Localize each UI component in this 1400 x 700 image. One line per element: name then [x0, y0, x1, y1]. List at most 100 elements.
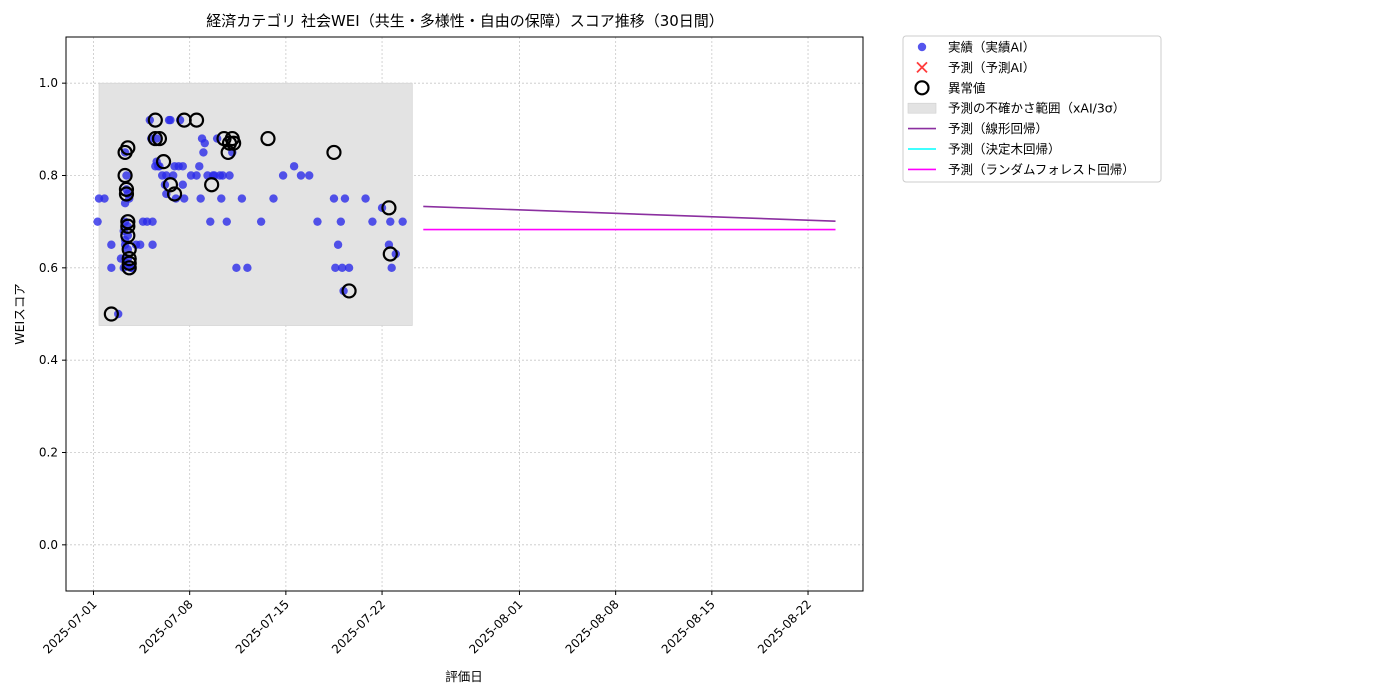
legend-marker-actual [917, 42, 927, 52]
legend-marker-anomaly [914, 80, 930, 96]
actual-point [195, 162, 204, 171]
actual-point [148, 217, 157, 226]
x-tick-label: 2025-08-01 [466, 597, 525, 656]
actual-point [179, 194, 189, 203]
actual-point [122, 171, 131, 180]
plot-frame [65, 36, 864, 592]
legend-label: 予測（決定木回帰） [948, 142, 1061, 157]
actual-point [398, 217, 407, 226]
actual-point [136, 240, 145, 249]
actual-point [289, 162, 299, 171]
y-tick-label: 0.8 [39, 169, 58, 183]
x-tick-label: 2025-07-01 [40, 597, 99, 656]
actual-point [338, 263, 347, 273]
actual-point [340, 194, 350, 203]
anomaly-point [204, 177, 220, 193]
actual-point [387, 263, 396, 273]
actual-point [269, 194, 278, 203]
y-tick-label: 0.6 [39, 261, 58, 275]
actual-point [107, 263, 116, 273]
x-axis: 2025-07-01 2025-07-08 2025-07-15 2025-07-22… [40, 591, 814, 656]
actual-point [178, 180, 188, 189]
actual-point [199, 148, 208, 157]
actual-point [200, 138, 209, 148]
anomaly-point [103, 306, 119, 322]
anomaly-point [151, 130, 168, 147]
actual-point [336, 217, 346, 226]
actual-point [178, 162, 188, 171]
y-tick-label: 0.4 [39, 353, 58, 367]
legend-label: 予測（線形回帰） [948, 121, 1048, 136]
anomaly-point [147, 130, 163, 147]
x-tick-label: 2025-07-08 [137, 597, 196, 656]
x-tick-label: 2025-07-22 [329, 597, 388, 656]
x-tick-label: 2025-08-22 [755, 597, 814, 656]
legend-label: 予測（ランダムフォレスト回帰） [948, 162, 1135, 177]
actual-point [313, 217, 322, 226]
actual-point [148, 240, 157, 249]
actual-point [243, 263, 252, 273]
anomaly-point [341, 283, 357, 299]
anomaly-point [147, 112, 163, 128]
actual-point [368, 217, 377, 226]
actual-point [218, 171, 227, 180]
anomaly-point [381, 200, 397, 216]
anomaly-point [120, 140, 136, 156]
legend-marker-forecast [916, 61, 928, 74]
actual-point [206, 217, 215, 226]
anomaly-point [162, 177, 179, 193]
anomaly-point [121, 260, 137, 276]
actual-point [192, 171, 201, 180]
actual-point [196, 194, 205, 203]
y-tick-label: 1.0 [39, 76, 58, 90]
anomaly-point [118, 186, 135, 202]
anomaly-point [121, 251, 137, 267]
anomaly-point [121, 255, 137, 271]
actual-point [107, 240, 116, 249]
legend-label: 実績（実績AI） [948, 40, 1035, 55]
anomaly-point [188, 112, 205, 128]
actual-point [232, 263, 241, 273]
actual-point [237, 194, 247, 203]
chart-title: 経済カテゴリ 社会WEI（共生・多様性・自由の保障）スコア推移（30日間） [206, 12, 724, 30]
actual-point [256, 217, 266, 226]
legend-frame [902, 35, 1162, 183]
actual-point [93, 217, 102, 226]
plot-area [66, 37, 863, 591]
legend-marker-band [907, 102, 937, 114]
legend-label: 予測の不確かさ範囲（xAI/3σ） [948, 101, 1125, 116]
x-axis-label: 評価日 [445, 669, 483, 684]
actual-point [100, 194, 109, 203]
actual-point [296, 171, 306, 180]
anomaly-point [382, 246, 398, 262]
actual-point [225, 171, 234, 180]
y-axis: 0.0 0.2 0.4 0.6 0.8 1.0 [39, 76, 66, 552]
anomaly-point [118, 181, 135, 197]
anomaly-point [260, 130, 276, 147]
y-axis-label: WEIスコア [12, 283, 27, 344]
anomaly-point [166, 186, 183, 202]
actual-point [344, 263, 354, 273]
x-tick-label: 2025-08-15 [659, 597, 718, 656]
actual-point [222, 217, 231, 226]
actual-point [217, 194, 226, 203]
actual-point [386, 217, 395, 226]
forecast-line [423, 205, 836, 223]
x-tick-label: 2025-08-08 [563, 597, 622, 656]
actual-point [305, 171, 314, 180]
actual-point [329, 194, 339, 203]
x-tick-label: 2025-07-15 [233, 597, 292, 656]
anomaly-point [120, 218, 136, 234]
anomaly-point [155, 154, 172, 170]
y-tick-label: 0.2 [39, 446, 58, 460]
actual-point [152, 134, 161, 143]
anomaly-point [226, 135, 242, 151]
legend-label: 予測（予測AI） [948, 60, 1035, 75]
legend-label: 異常値 [948, 80, 986, 95]
anomaly-point [326, 144, 342, 161]
actual-point [278, 171, 288, 180]
actual-point [331, 263, 340, 273]
y-tick-label: 0.0 [39, 538, 58, 552]
